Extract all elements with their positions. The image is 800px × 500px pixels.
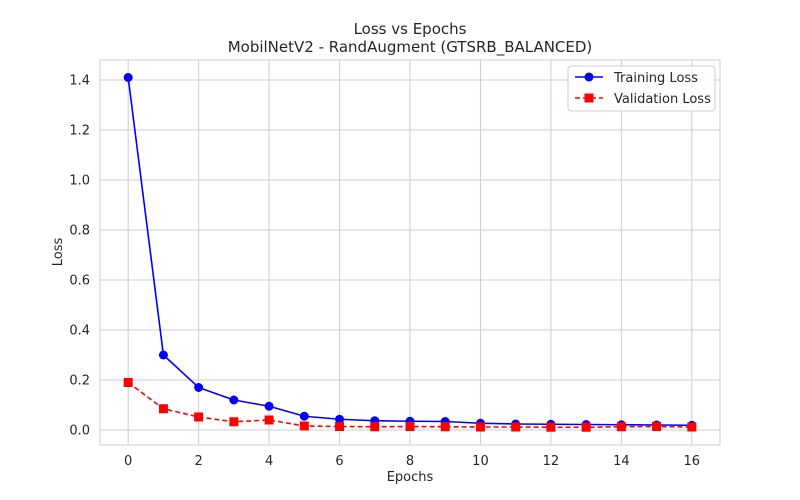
legend-box	[567, 65, 716, 112]
x-tick-label: 8	[406, 454, 414, 469]
data-point-validation-loss	[687, 422, 697, 432]
y-tick-label: 1.4	[69, 74, 90, 89]
y-axis-label: Loss	[51, 238, 66, 267]
data-point-validation-loss	[229, 417, 239, 427]
data-point-validation-loss	[440, 422, 450, 432]
y-tick-label: 0.4	[69, 324, 90, 339]
data-point-training-loss	[194, 383, 204, 392]
plot-area	[99, 59, 721, 446]
chart-subtitle: MobilNetV2 - RandAugment (GTSRB_BALANCED…	[228, 38, 593, 57]
data-point-validation-loss	[264, 415, 274, 425]
data-point-training-loss	[123, 73, 133, 82]
x-tick-label: 4	[265, 454, 273, 469]
y-tick-label: 0.0	[69, 424, 90, 439]
series-validation-loss	[123, 378, 697, 432]
data-point-validation-loss	[475, 422, 485, 432]
x-axis-label: Epochs	[387, 470, 434, 485]
data-point-validation-loss	[335, 422, 345, 431]
x-tick-label: 12	[543, 454, 560, 469]
legend: Training Loss Validation Loss	[567, 65, 716, 112]
legend-training-marker	[584, 72, 594, 82]
data-point-validation-loss	[299, 421, 309, 431]
data-point-validation-loss	[511, 422, 521, 432]
x-tick-label: 16	[684, 454, 701, 469]
series-layer	[123, 73, 697, 432]
data-point-training-loss	[264, 401, 274, 411]
y-tick-label: 0.8	[69, 224, 90, 239]
data-point-validation-loss	[652, 422, 662, 431]
y-axis: 0.0 0.2 0.4 0.6 0.8 1.0 1.2 1.4	[69, 74, 90, 439]
y-tick-label: 1.2	[69, 124, 90, 139]
x-tick-label: 10	[472, 454, 489, 469]
y-tick-label: 1.0	[69, 174, 90, 189]
data-point-validation-loss	[158, 404, 168, 414]
data-point-validation-loss	[405, 422, 415, 431]
data-point-validation-loss	[546, 422, 556, 432]
legend-validation-marker	[584, 93, 594, 103]
data-point-validation-loss	[616, 422, 626, 432]
x-tick-label: 0	[124, 454, 132, 469]
data-point-training-loss	[229, 395, 239, 405]
data-point-validation-loss	[194, 412, 204, 422]
data-point-validation-loss	[123, 378, 133, 387]
grid	[100, 60, 720, 445]
legend-validation-label: Validation Loss	[614, 92, 711, 107]
y-tick-label: 0.6	[69, 274, 90, 289]
chart-title: Loss vs Epochs	[354, 20, 467, 38]
data-point-training-loss	[335, 414, 345, 424]
data-point-validation-loss	[370, 422, 380, 432]
legend-training-label: Training Loss	[613, 71, 698, 86]
x-tick-label: 6	[335, 454, 343, 469]
x-tick-label: 14	[613, 454, 630, 469]
data-point-training-loss	[158, 350, 168, 360]
x-axis: 0 2 4 6 8 10 12 14 16	[124, 454, 700, 469]
data-point-validation-loss	[581, 422, 591, 432]
y-tick-label: 0.2	[69, 374, 90, 389]
x-tick-label: 2	[194, 454, 202, 469]
data-point-training-loss	[299, 411, 309, 421]
